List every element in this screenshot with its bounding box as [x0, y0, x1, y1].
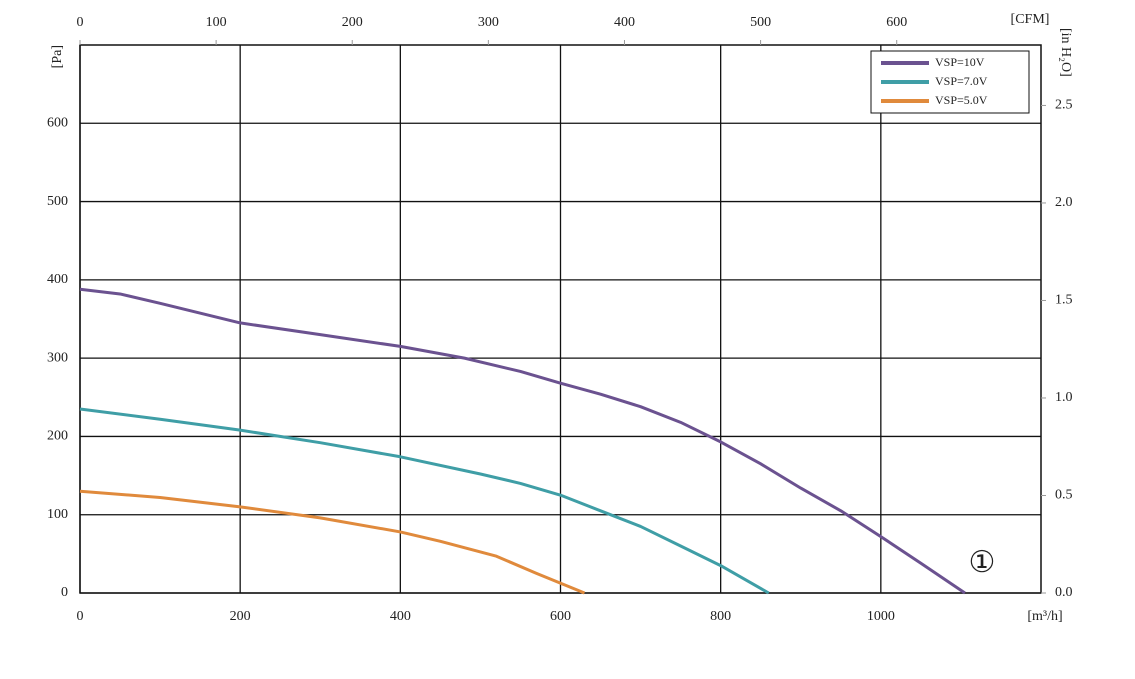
x-tick-label: 600 — [550, 609, 571, 624]
y-tick-label: 100 — [47, 507, 68, 522]
x-tick-label: 800 — [710, 609, 731, 624]
y2-tick-label: 2.0 — [1055, 195, 1073, 210]
legend-label: VSP=10V — [935, 55, 985, 69]
y2-tick-label: 2.5 — [1055, 98, 1073, 113]
x2-tick-label: 600 — [886, 15, 907, 30]
y2-axis-label: [in H₂O] — [1058, 28, 1073, 77]
x2-axis-label: [CFM] — [1011, 12, 1050, 27]
y-tick-label: 0 — [61, 585, 68, 600]
y2-tick-label: 0.0 — [1055, 585, 1073, 600]
y2-tick-label: 1.0 — [1055, 390, 1073, 405]
x2-tick-label: 500 — [750, 15, 771, 30]
x-tick-label: 400 — [390, 609, 411, 624]
x2-tick-label: 400 — [614, 15, 635, 30]
y2-tick-label: 0.5 — [1055, 488, 1073, 503]
y-tick-label: 400 — [47, 272, 68, 287]
x2-tick-label: 300 — [478, 15, 499, 30]
x-tick-label: 0 — [77, 609, 84, 624]
y-tick-label: 500 — [47, 194, 68, 209]
x-tick-label: 1000 — [867, 609, 895, 624]
x2-tick-label: 0 — [77, 15, 84, 30]
y-axis-label: [Pa] — [50, 45, 65, 68]
series-line — [79, 287, 966, 595]
legend-label: VSP=5.0V — [935, 93, 988, 107]
legend-label: VSP=7.0V — [935, 74, 988, 88]
x-axis-label: [m³/h] — [1027, 609, 1062, 624]
y-tick-label: 600 — [47, 116, 68, 131]
y-tick-label: 200 — [47, 429, 68, 444]
x2-tick-label: 100 — [206, 15, 227, 30]
annotation: ① — [969, 546, 996, 579]
series-line — [79, 489, 586, 595]
x2-tick-label: 200 — [342, 15, 363, 30]
series-line — [79, 407, 770, 595]
y2-tick-label: 1.5 — [1055, 293, 1073, 308]
x-tick-label: 200 — [230, 609, 251, 624]
y-tick-label: 300 — [47, 350, 68, 365]
